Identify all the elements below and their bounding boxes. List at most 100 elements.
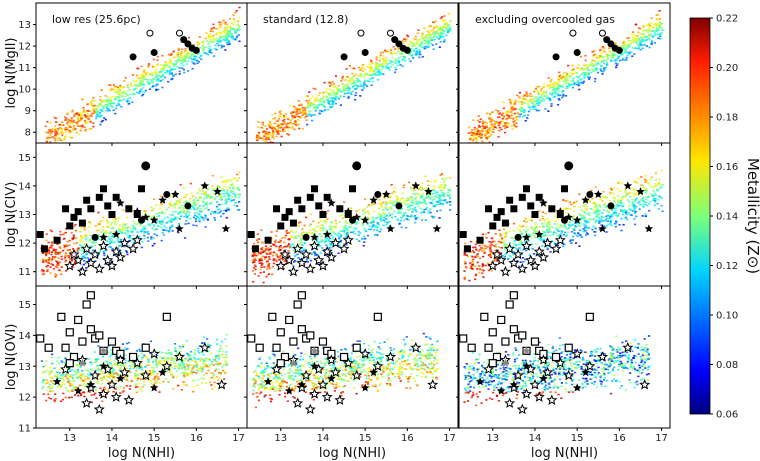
sim-point [321, 247, 324, 249]
sim-point [182, 57, 185, 59]
sim-point [137, 83, 140, 86]
sim-point [108, 240, 111, 243]
sim-point [504, 122, 507, 124]
sim-point [197, 43, 200, 46]
sim-point [179, 59, 182, 61]
sim-point [364, 72, 367, 75]
sim-point [184, 201, 187, 203]
sim-point [141, 230, 144, 233]
sim-point [375, 61, 378, 64]
sim-point [234, 196, 237, 199]
sim-point [151, 74, 154, 76]
sim-point [441, 199, 444, 202]
sim-point [322, 101, 325, 103]
sim-point [488, 141, 491, 143]
sim-point [160, 223, 163, 225]
sim-point [155, 213, 158, 215]
sim-point [497, 135, 500, 138]
sim-point [568, 84, 571, 87]
sim-point [595, 62, 598, 64]
sim-point [109, 88, 112, 90]
sim-point [80, 256, 83, 259]
sim-point [382, 195, 385, 198]
sim-point [288, 238, 291, 240]
sim-point [415, 217, 418, 219]
sim-point [108, 84, 111, 86]
sim-point [559, 226, 562, 228]
sim-point [411, 211, 414, 213]
sim-point [609, 59, 613, 62]
sim-point [374, 217, 377, 220]
sim-point [382, 51, 385, 54]
sim-point [126, 86, 129, 88]
sim-point [225, 208, 229, 211]
sim-point [488, 135, 491, 138]
sim-point [444, 23, 447, 26]
y-tick-label: 11 [18, 267, 31, 278]
sim-point [267, 123, 270, 126]
sim-point [140, 82, 143, 85]
sim-point [232, 23, 235, 26]
sim-point [105, 104, 108, 106]
sim-point [620, 197, 623, 199]
sim-point [123, 227, 127, 229]
sim-point [310, 115, 313, 117]
sim-point [418, 194, 421, 197]
sim-point [112, 234, 116, 236]
sim-point [598, 56, 601, 59]
sim-point [57, 133, 60, 135]
sim-point [325, 87, 328, 90]
sim-point [379, 52, 382, 54]
sim-point [431, 193, 435, 195]
sim-point [301, 228, 304, 230]
sim-point [103, 252, 106, 255]
sim-point [217, 184, 220, 187]
sim-point [344, 232, 347, 235]
sim-point [342, 87, 345, 89]
sim-point [399, 211, 402, 214]
sim-point [449, 20, 452, 22]
sim-point [620, 217, 623, 220]
sim-point [53, 116, 56, 119]
sim-point [292, 236, 295, 239]
sim-point [218, 203, 221, 206]
sim-point [291, 127, 294, 130]
sim-point [210, 197, 213, 200]
obs-filled-square [83, 196, 91, 204]
sim-point [99, 99, 102, 101]
sim-point [305, 260, 308, 262]
sim-point [436, 196, 439, 198]
sim-point [208, 51, 211, 53]
sim-point [529, 95, 532, 98]
sim-point [184, 237, 187, 239]
sim-point [509, 117, 512, 119]
sim-point [370, 62, 373, 65]
sim-point [90, 101, 93, 103]
sim-point [627, 192, 630, 194]
sim-point [70, 131, 73, 133]
sim-point [637, 47, 640, 49]
sim-point [256, 254, 259, 257]
sim-point [75, 121, 78, 124]
sim-point [191, 67, 194, 70]
sim-point [285, 123, 288, 125]
sim-point [303, 113, 306, 115]
sim-point [143, 76, 146, 79]
sim-point [232, 190, 235, 193]
sim-point [392, 61, 395, 63]
sim-point [575, 75, 578, 78]
sim-point [297, 100, 300, 102]
sim-point [49, 134, 52, 136]
sim-point [290, 244, 293, 246]
sim-point [597, 61, 600, 64]
sim-point [507, 117, 510, 119]
sim-point [50, 244, 54, 247]
sim-point [512, 121, 515, 123]
sim-point [156, 75, 159, 78]
sim-point [437, 186, 440, 188]
sim-point [107, 243, 110, 246]
obs-filled-square [125, 205, 133, 213]
sim-point [442, 32, 445, 35]
sim-point [348, 226, 351, 228]
sim-point [45, 140, 48, 143]
